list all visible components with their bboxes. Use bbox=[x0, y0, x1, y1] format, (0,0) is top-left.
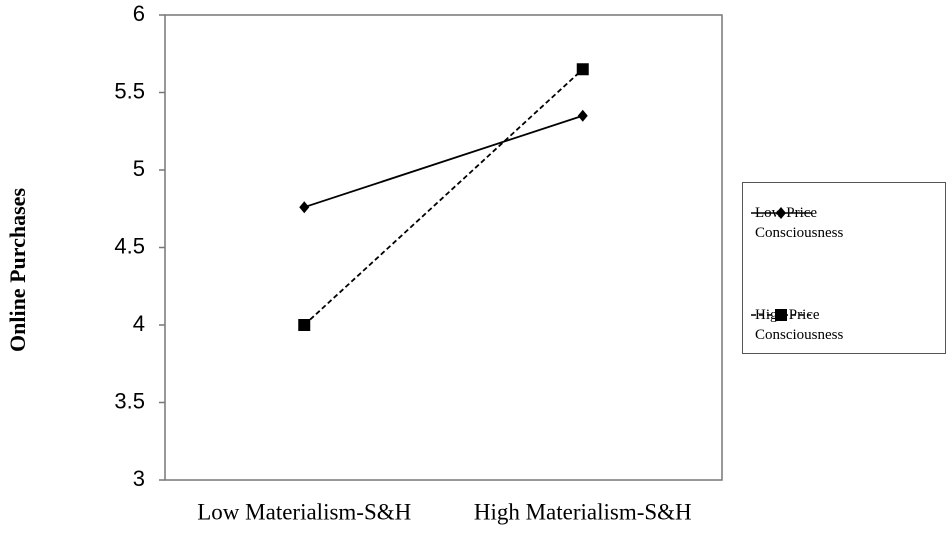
plot-frame bbox=[164, 14, 723, 481]
legend-entry: Low Price Consciousness bbox=[749, 203, 875, 243]
legend-marker bbox=[775, 309, 787, 321]
legend-swatch bbox=[751, 207, 811, 219]
y-tick-label: 3 bbox=[133, 466, 145, 491]
legend-swatch bbox=[751, 309, 811, 321]
y-tick-label: 3.5 bbox=[114, 388, 145, 413]
y-tick-label: 6 bbox=[133, 1, 145, 26]
data-point bbox=[298, 319, 311, 331]
y-tick-label: 4.5 bbox=[114, 233, 145, 258]
data-point bbox=[577, 109, 588, 122]
x-tick-label: Low Materialism-S&H bbox=[197, 499, 411, 524]
legend: Low Price Consciousness High Price Consci… bbox=[742, 182, 946, 354]
y-axis-title: Online Purchases bbox=[5, 188, 30, 352]
x-tick-label: High Materialism-S&H bbox=[474, 499, 692, 524]
legend-marker bbox=[776, 207, 786, 219]
legend-entry: High Price Consciousness bbox=[749, 305, 875, 345]
series-line bbox=[303, 114, 584, 209]
y-tick-label: 4 bbox=[133, 311, 145, 336]
y-tick-label: 5.5 bbox=[114, 78, 145, 103]
data-point bbox=[576, 63, 589, 76]
data-point bbox=[299, 201, 310, 214]
series-line bbox=[303, 68, 584, 326]
y-tick-label: 5 bbox=[133, 156, 145, 181]
